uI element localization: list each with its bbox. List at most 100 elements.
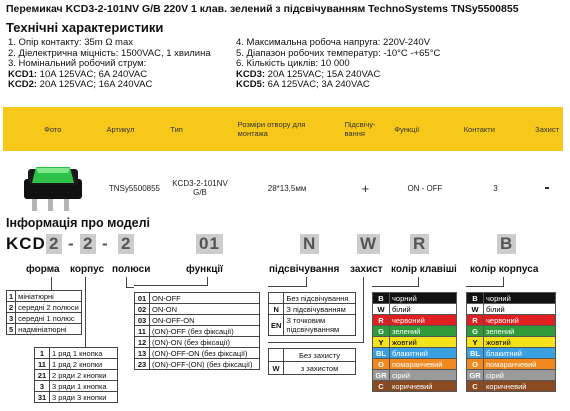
color-row: GR сірий: [466, 369, 556, 381]
table-row: 5 надмініатюрні: [5, 323, 82, 335]
table-row: 01 ON-OFF: [134, 292, 260, 304]
color-code: W: [466, 303, 484, 315]
color-row: BL блакитний: [372, 347, 457, 359]
label-protection: захист: [350, 264, 383, 275]
current-line: KCD5: 6A 125VAC; 3A 240VAC: [236, 79, 370, 90]
current-line: KCD1: 10A 125VAC; 6A 240VAC: [8, 68, 148, 80]
spec-line: 2. Діелектрична міцність: 1500VAC, 1 хви…: [8, 47, 211, 59]
size-cell: 28*13,5мм: [267, 183, 307, 193]
table-row: 23 (ON)-OFF-(ON) (без фіксації): [134, 358, 260, 370]
col-header: Контакти: [459, 107, 532, 151]
protection-cell: -: [544, 179, 550, 196]
color-row: GR сірий: [372, 369, 457, 381]
color-name: блакитний: [389, 347, 457, 359]
contacts-cell: 3: [493, 183, 498, 193]
table-row: TNSy5500855 KCD3-2-101NV G/B 28*13,5мм +…: [3, 151, 563, 225]
spec-line: 1. Опір контакту: 35m Ω max: [8, 37, 134, 48]
color-name: жовтий: [389, 336, 457, 348]
function-cell: ON - OFF: [407, 183, 443, 193]
color-code: B: [372, 292, 390, 304]
color-name: червоний: [389, 314, 457, 326]
table-row: 11 (ON)-OFF (без фіксації): [134, 325, 260, 337]
table-row: 2 середні 2 полюси: [5, 301, 82, 313]
spec-line: 6. Кількість циклів: 10 000: [236, 58, 350, 69]
specs-heading: Технічні характеристики: [6, 20, 164, 35]
color-name: чорний: [389, 292, 457, 304]
code-body-color: B: [497, 234, 517, 254]
table-row: 03 ON-OFF-ON: [134, 314, 260, 326]
light-cell: +: [361, 180, 370, 196]
product-photo: [3, 151, 103, 225]
label-key-color: колір клавіші: [391, 264, 457, 275]
table-row: Без захисту: [268, 348, 356, 362]
color-name: помаранчевий: [389, 358, 457, 370]
label-poles: полюси: [112, 264, 151, 275]
color-name: зелений: [389, 325, 457, 337]
color-code: O: [466, 358, 484, 370]
code-function: 01: [196, 234, 223, 254]
label-body: корпус: [70, 264, 105, 275]
code-prefix: KCD: [6, 234, 46, 253]
color-code: BL: [372, 347, 390, 359]
color-name: чорний: [483, 292, 556, 304]
color-name: білий: [389, 303, 457, 315]
code-form: 2: [46, 234, 63, 254]
spec-line: 5. Діапазон робочих температур: -10°C -+…: [236, 47, 441, 59]
color-code: Y: [372, 336, 390, 348]
col-header: Тип: [166, 107, 234, 151]
code-light: N: [300, 234, 320, 254]
code-poles: 2: [118, 234, 135, 254]
color-name: коричневий: [483, 380, 556, 392]
table-row: EN З точковим підсвічуванням: [267, 314, 356, 336]
color-name: жовтий: [483, 336, 556, 348]
color-name: червоний: [483, 314, 556, 326]
col-header: Артикул: [102, 107, 167, 151]
color-code: BL: [466, 347, 484, 359]
table-row: 3 середні 1 полюс: [5, 312, 82, 324]
current-line: KCD3: 20A 125VAC; 15A 240VAC: [236, 68, 381, 80]
article-cell: TNSy5500855: [108, 183, 161, 193]
color-code: G: [372, 325, 390, 337]
label-form: форма: [26, 264, 60, 275]
color-name: сірий: [483, 369, 556, 381]
specs-left: 1. Опір контакту: 35m Ω max 2. Діелектри…: [8, 37, 211, 91]
table-row: 12 (ON)-ON (без фіксації): [134, 336, 260, 348]
table-row: 11 1 ряд 2 кнопки: [34, 358, 118, 370]
col-header: Функції: [390, 107, 460, 151]
code-dash: -: [68, 234, 75, 253]
table-row: 02 ON-ON: [134, 303, 260, 315]
label-body-color: колір корпуса: [470, 264, 539, 275]
color-row: BL блакитний: [466, 347, 556, 359]
form-table: 1 мініатюрні 2 середні 2 полюси 3 середні 1…: [5, 290, 82, 335]
color-code: R: [372, 314, 390, 326]
color-code: W: [372, 303, 390, 315]
spec-line: 3. Номінальний робочий струм:: [8, 58, 147, 69]
product-table: Фото Артикул Тип Розміри отвору для монт…: [3, 107, 563, 225]
col-header: Розміри отвору для монтажа: [233, 107, 341, 151]
color-code: C: [372, 380, 390, 392]
color-code: G: [466, 325, 484, 337]
specs-right: 4. Максимальна робоча напруга: 220V-240V…: [236, 37, 441, 91]
col-header: Фото: [3, 107, 103, 151]
color-name: білий: [483, 303, 556, 315]
table-row: 21 2 ряди 2 кнопки: [34, 369, 118, 381]
col-header: Підсвічу-вання: [340, 107, 391, 151]
color-code: GR: [372, 369, 390, 381]
type-cell: KCD3-2-101NV G/B: [172, 179, 228, 197]
page-title: Перемикач KCD3-2-101NV G/B 220V 1 клав. …: [6, 3, 519, 15]
